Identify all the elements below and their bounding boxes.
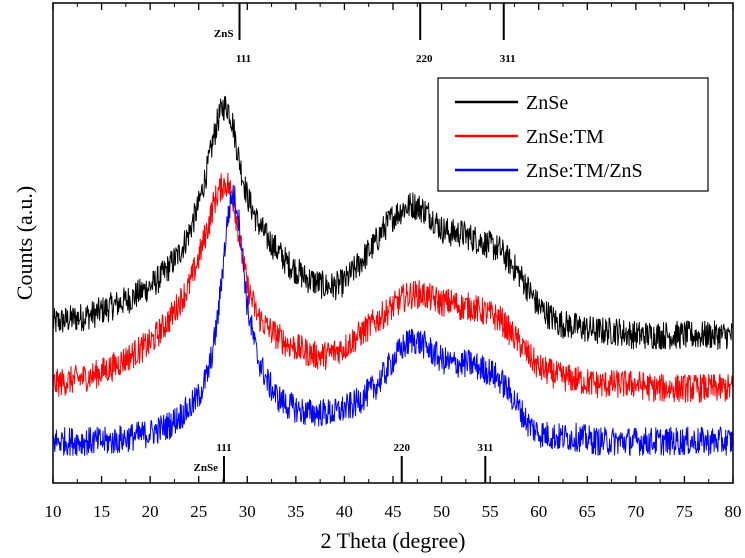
y-axis-title: Counts (a.u.) [12, 186, 37, 300]
x-tick-label: 80 [725, 502, 742, 521]
x-tick-label: 30 [239, 502, 256, 521]
ref-top-peak-label: 311 [500, 53, 516, 65]
x-tick-label: 15 [93, 502, 110, 521]
x-tick-label: 65 [579, 502, 596, 521]
ref-bottom-peak-label: 111 [216, 442, 231, 454]
ref-bottom-peak-label: 220 [393, 442, 410, 454]
series-line-1 [52, 172, 734, 403]
x-tick-label: 35 [287, 502, 304, 521]
x-tick-label: 25 [190, 502, 207, 521]
legend-label-1: ZnSe:TM [526, 126, 604, 148]
legend-label-0: ZnSe [526, 92, 568, 114]
series-line-0 [52, 95, 734, 350]
ref-top-peak-label: 111 [236, 53, 251, 65]
legend-box [437, 77, 709, 192]
legend: ZnSe ZnSe:TM ZnSe:TM/ZnS [437, 77, 709, 192]
ref-bottom-peak-label: 311 [477, 442, 493, 454]
x-tick-label: 75 [676, 502, 693, 521]
x-tick-label: 60 [530, 502, 547, 521]
ref-top-peak-label: 220 [416, 53, 433, 65]
x-axis-ticks: 10 15 20 25 30 35 40 45 50 55 60 65 70 75 80 [45, 3, 742, 521]
x-tick-label: 10 [45, 502, 62, 521]
x-tick-label: 45 [385, 502, 402, 521]
series-line-2 [52, 184, 734, 456]
x-tick-label: 70 [627, 502, 644, 521]
series-layer [52, 95, 734, 456]
x-tick-label: 20 [142, 502, 159, 521]
ref-top-name: ZnS [214, 28, 234, 40]
x-tick-label: 50 [433, 502, 450, 521]
x-tick-label: 55 [482, 502, 499, 521]
ref-bottom-name: ZnSe [194, 462, 219, 474]
legend-label-2: ZnSe:TM/ZnS [526, 160, 643, 182]
x-tick-label: 40 [336, 502, 353, 521]
reference-peaks-layer: ZnS 111 220 311 ZnSe 111 220 311 [194, 3, 516, 483]
x-axis-title: 2 Theta (degree) [321, 528, 466, 553]
